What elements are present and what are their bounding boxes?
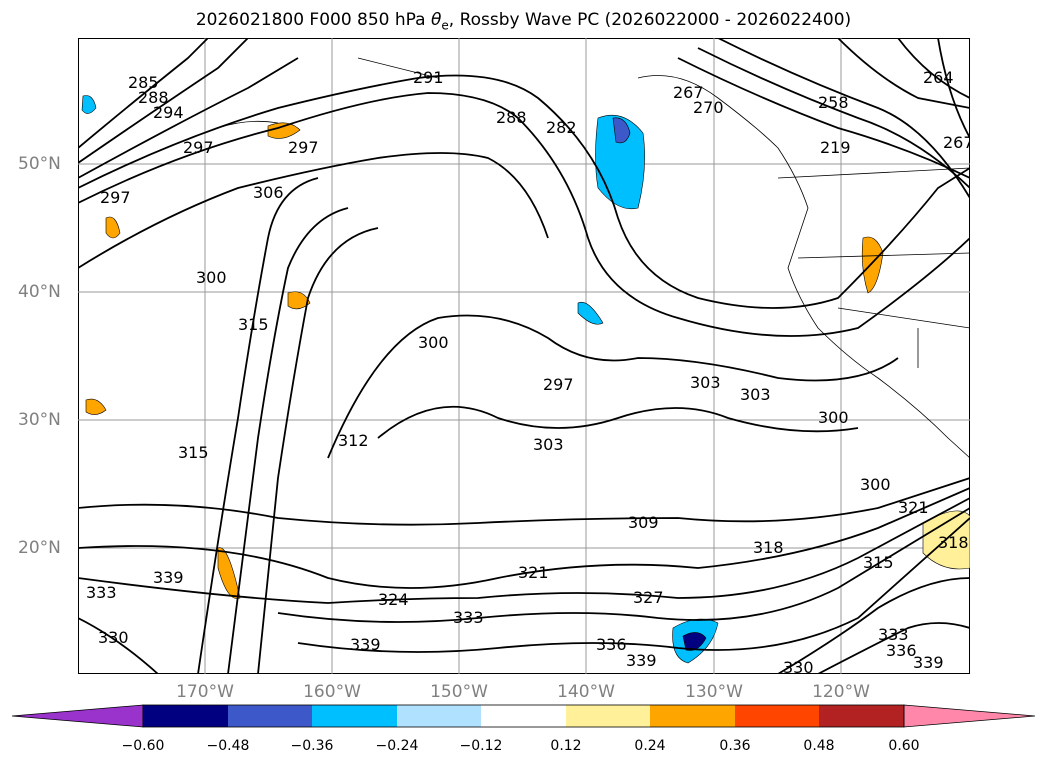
colorbar-extend-right	[903, 704, 1036, 728]
navy-blob-south	[682, 632, 707, 651]
lon-label-130w: 130°W	[685, 682, 743, 702]
lon-label-140w: 140°W	[557, 682, 615, 702]
colorbar-bin-6	[566, 705, 650, 727]
colorbar-tick: 0.36	[719, 738, 751, 754]
svg-text:219: 219	[820, 138, 851, 157]
contour-lines	[78, 38, 970, 674]
svg-text:324: 324	[378, 590, 409, 609]
svg-text:333: 333	[86, 583, 117, 602]
lon-label-120w: 120°W	[812, 682, 870, 702]
svg-text:339: 339	[153, 568, 184, 587]
svg-text:318: 318	[938, 533, 969, 552]
svg-text:291: 291	[413, 68, 444, 87]
contour-labels: 285 288 294 291 288 282 267 270 258 264 …	[86, 68, 970, 674]
graticule	[78, 38, 970, 674]
colorbar-tick: 0.48	[803, 738, 835, 754]
orange-blob-4	[85, 398, 107, 415]
svg-text:282: 282	[546, 118, 577, 137]
orange-blob-2	[287, 291, 311, 310]
colorbar-tick: −0.12	[459, 738, 503, 754]
svg-text:303: 303	[740, 385, 771, 404]
svg-text:300: 300	[860, 475, 891, 494]
colorbar-tick: −0.60	[121, 738, 165, 754]
orange-blob-3	[861, 236, 884, 294]
lon-label-160w: 160°W	[303, 682, 361, 702]
svg-text:327: 327	[633, 588, 664, 607]
colorbar-tick: 0.12	[550, 738, 582, 754]
svg-text:306: 306	[253, 183, 284, 202]
orange-blob-5	[217, 547, 241, 599]
svg-text:330: 330	[783, 658, 814, 674]
colorbar-extend-left	[11, 704, 144, 728]
shading-blobs	[81, 95, 970, 664]
orange-blob-1	[267, 122, 301, 139]
svg-text:336: 336	[596, 635, 627, 654]
colorbar-bin-2	[228, 705, 312, 727]
svg-text:267: 267	[943, 133, 970, 152]
colorbar-bin-9	[819, 705, 904, 727]
svg-text:300: 300	[418, 333, 449, 352]
chart-title: 2026021800 F000 850 hPa θe, Rossby Wave …	[195, 10, 852, 33]
svg-text:315: 315	[863, 553, 894, 572]
svg-text:330: 330	[98, 628, 129, 647]
svg-text:267: 267	[673, 83, 704, 102]
colorbar-bin-7	[650, 705, 735, 727]
colorbar-tick: −0.36	[290, 738, 334, 754]
lat-label-30n: 30°N	[18, 410, 61, 430]
coastlines	[217, 57, 970, 459]
svg-text:339: 339	[913, 653, 944, 672]
svg-text:258: 258	[818, 93, 849, 112]
orange-blob-6	[105, 216, 121, 239]
colorbar-bin-3	[312, 705, 397, 727]
svg-text:336: 336	[886, 641, 917, 660]
blue-blob-2	[577, 301, 604, 325]
svg-text:321: 321	[898, 498, 929, 517]
svg-text:303: 303	[690, 373, 721, 392]
colorbar-bin-1	[143, 705, 228, 727]
colorbar-tick: −0.24	[375, 738, 419, 754]
svg-text:315: 315	[178, 443, 209, 462]
svg-text:297: 297	[288, 138, 319, 157]
blue-blob-w	[81, 95, 97, 114]
svg-text:288: 288	[138, 88, 169, 107]
colorbar-tick: −0.48	[206, 738, 250, 754]
lon-label-150w: 150°W	[430, 682, 488, 702]
svg-text:285: 285	[128, 73, 159, 92]
svg-text:333: 333	[453, 608, 484, 627]
map-canvas: 285 288 294 291 288 282 267 270 258 264 …	[78, 38, 970, 674]
colorbar-bin-8	[735, 705, 819, 727]
svg-text:294: 294	[153, 103, 184, 122]
svg-text:318: 318	[753, 538, 784, 557]
lat-label-40n: 40°N	[18, 282, 61, 302]
lon-label-170w: 170°W	[176, 682, 234, 702]
svg-text:339: 339	[626, 651, 657, 670]
svg-text:264: 264	[923, 68, 954, 87]
svg-text:300: 300	[818, 408, 849, 427]
colorbar-bin-5	[481, 705, 566, 727]
svg-text:315: 315	[238, 315, 269, 334]
svg-text:297: 297	[100, 188, 131, 207]
svg-text:288: 288	[496, 108, 527, 127]
svg-text:270: 270	[693, 98, 724, 117]
svg-text:333: 333	[878, 625, 909, 644]
colorbar	[11, 704, 1036, 728]
lat-label-20n: 20°N	[18, 538, 61, 558]
lat-label-50n: 50°N	[18, 154, 61, 174]
svg-text:339: 339	[350, 635, 381, 654]
svg-text:297: 297	[543, 375, 574, 394]
colorbar-tick: 0.24	[634, 738, 666, 754]
svg-text:297: 297	[183, 138, 214, 157]
svg-text:309: 309	[628, 513, 659, 532]
colorbar-tick: 0.60	[888, 738, 920, 754]
svg-text:303: 303	[533, 435, 564, 454]
svg-text:321: 321	[518, 563, 549, 582]
blue-blob-core	[612, 117, 631, 144]
svg-text:312: 312	[338, 431, 369, 450]
colorbar-bin-4	[397, 705, 481, 727]
svg-text:300: 300	[196, 268, 227, 287]
